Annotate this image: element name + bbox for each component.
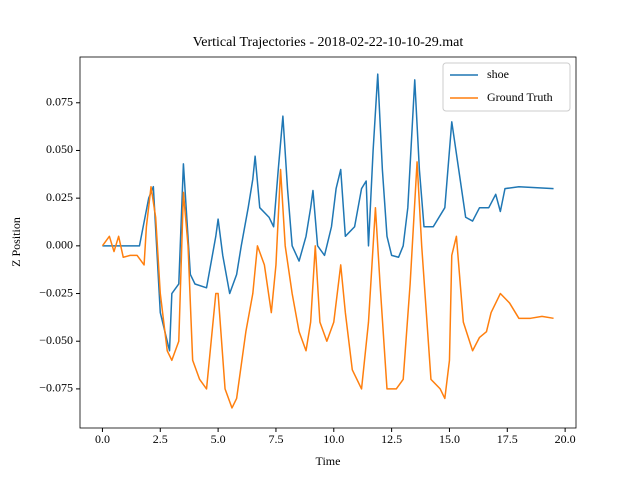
y-tick-label: −0.050 <box>39 333 73 347</box>
x-tick-label: 15.0 <box>439 432 460 446</box>
y-tick-label: −0.075 <box>39 381 73 395</box>
x-tick-label: 10.0 <box>323 432 344 446</box>
x-tick-label: 12.5 <box>381 432 402 446</box>
y-tick-label: 0.050 <box>46 142 73 156</box>
x-tick-label: 7.5 <box>268 432 283 446</box>
y-tick-label: 0.075 <box>46 95 73 109</box>
x-axis-label: Time <box>316 454 341 468</box>
y-tick-label: −0.025 <box>39 285 73 299</box>
x-tick-label: 5.0 <box>211 432 226 446</box>
chart-title: Vertical Trajectories - 2018-02-22-10-10… <box>193 35 464 50</box>
x-tick-label: 0.0 <box>95 432 110 446</box>
x-tick-label: 2.5 <box>153 432 168 446</box>
x-tick-label: 20.0 <box>555 432 576 446</box>
y-axis-label: Z Position <box>9 217 23 267</box>
legend-label: shoe <box>487 67 509 81</box>
plot-frame <box>79 56 577 429</box>
y-tick-label: 0.000 <box>46 238 73 252</box>
series-line <box>101 161 554 409</box>
x-tick-label: 17.5 <box>497 432 518 446</box>
series-line <box>102 73 554 352</box>
legend-label: Ground Truth <box>487 90 553 104</box>
y-tick-label: 0.025 <box>46 190 73 204</box>
